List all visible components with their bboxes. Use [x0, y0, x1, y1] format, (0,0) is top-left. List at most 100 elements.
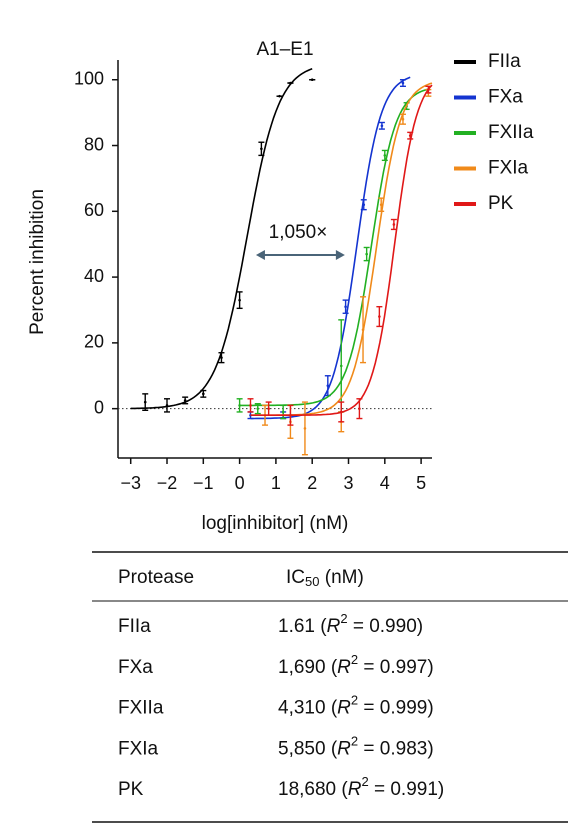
ic50-value: 1,690 ( — [278, 657, 338, 678]
table-header: Protease — [118, 567, 194, 588]
data-point — [287, 81, 294, 85]
r2-value: = 0.983) — [358, 738, 434, 759]
r-symbol: R — [337, 657, 351, 678]
table-cell: 1.61 (R2 = 0.990) — [278, 611, 423, 637]
table-cell: 5,850 (R2 = 0.983) — [278, 734, 434, 760]
table-cell: 1,690 (R2 = 0.997) — [278, 652, 434, 678]
data-point — [254, 403, 261, 415]
point — [427, 88, 430, 91]
point — [339, 364, 343, 368]
point — [165, 404, 169, 407]
point — [344, 305, 347, 308]
data-point — [258, 141, 265, 157]
ic50-value: 5,850 ( — [278, 738, 338, 759]
point — [143, 400, 147, 404]
table-cell: 18,680 (R2 = 0.991) — [278, 775, 444, 801]
data-point — [356, 398, 363, 420]
legend-label: FIIa — [488, 51, 521, 72]
table-header-text: (nM) — [319, 567, 363, 588]
data-point — [407, 131, 414, 140]
point — [361, 328, 365, 332]
r2-value: = 0.991) — [369, 779, 445, 800]
data-point — [399, 79, 406, 88]
data-point — [381, 149, 388, 162]
point — [380, 124, 384, 128]
point — [401, 81, 405, 85]
data-point — [287, 404, 294, 426]
point — [362, 203, 366, 207]
point — [383, 154, 387, 157]
y-tick-label: 80 — [84, 134, 104, 154]
data-point — [236, 291, 243, 310]
data-point — [360, 296, 367, 364]
x-tick-label: 5 — [416, 473, 426, 493]
r2-value: = 0.997) — [358, 657, 434, 678]
table-cell: PK — [118, 779, 144, 800]
point — [358, 407, 361, 410]
data-point — [265, 401, 272, 416]
fit-curve — [239, 88, 429, 407]
data-point — [399, 113, 406, 125]
point — [401, 117, 405, 121]
data-point — [200, 389, 207, 398]
point — [379, 203, 383, 207]
r-symbol: R — [327, 616, 341, 637]
point — [310, 78, 314, 82]
data-point — [164, 398, 171, 413]
point — [289, 413, 292, 417]
point — [365, 252, 368, 256]
table-cell: 4,310 (R2 = 0.999) — [278, 693, 434, 719]
data-point — [276, 94, 283, 98]
data-point — [247, 398, 254, 413]
superscript: 2 — [351, 652, 358, 667]
table-cell: FXIIa — [118, 698, 164, 719]
r-symbol: R — [348, 779, 362, 800]
point — [378, 315, 381, 318]
point — [408, 134, 412, 137]
point — [339, 410, 343, 414]
data-point — [338, 401, 345, 423]
data-point — [301, 401, 308, 456]
x-tick-label: 0 — [235, 473, 245, 493]
point — [202, 392, 205, 396]
y-axis-label: Percent inhibition — [27, 189, 48, 335]
point — [183, 399, 187, 402]
data-point — [390, 218, 397, 231]
point — [303, 427, 307, 430]
table-cell: FXIa — [118, 738, 159, 759]
x-tick-label: 3 — [344, 473, 354, 493]
r-symbol: R — [337, 698, 351, 719]
arrow-head — [255, 250, 265, 260]
y-tick-label: 60 — [84, 200, 104, 220]
legend-label: FXIa — [488, 158, 529, 179]
arrow-head — [335, 250, 345, 260]
point — [256, 407, 260, 410]
y-tick-label: 0 — [94, 397, 104, 417]
legend-label: PK — [488, 193, 514, 214]
table-header-text: IC — [286, 567, 305, 588]
table-header: IC50 (nM) — [286, 567, 364, 589]
legend-label: FXIIa — [488, 122, 534, 143]
superscript: 2 — [361, 775, 368, 790]
data-point — [182, 396, 189, 405]
point — [238, 298, 241, 302]
point — [260, 147, 263, 151]
x-axis-label: log[inhibitor] (nM) — [202, 513, 349, 534]
chart-title: A1–E1 — [256, 39, 313, 60]
legend-label: FXa — [488, 87, 523, 108]
data-point — [363, 246, 370, 262]
data-point — [309, 78, 316, 82]
data-point — [360, 199, 367, 211]
data-point — [142, 393, 149, 412]
x-tick-label: −3 — [120, 473, 141, 493]
superscript: 2 — [340, 611, 347, 626]
data-point — [376, 305, 383, 328]
table-cell: FIIa — [118, 616, 151, 637]
data-point — [378, 121, 385, 130]
table-header-sub: 50 — [305, 574, 319, 589]
x-tick-label: 1 — [271, 473, 281, 493]
superscript: 2 — [351, 693, 358, 708]
point — [281, 410, 285, 414]
